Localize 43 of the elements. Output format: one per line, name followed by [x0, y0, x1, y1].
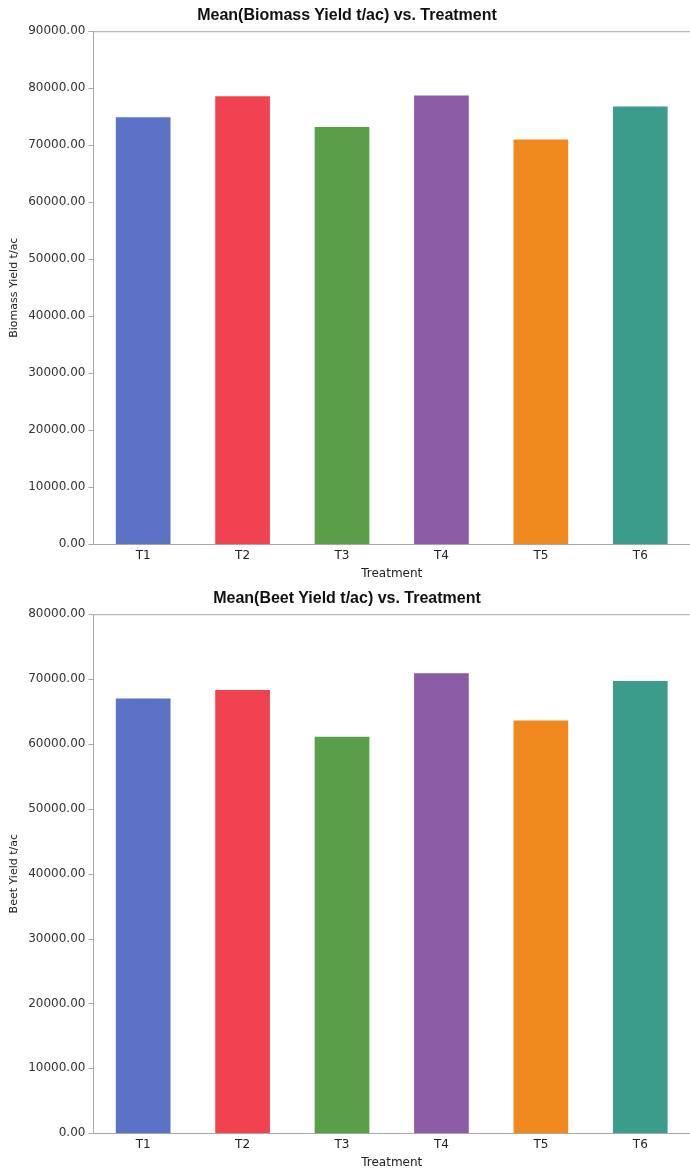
x-tick-label: T6	[631, 547, 648, 562]
bar	[513, 139, 569, 545]
y-tick-label: 50000.00	[28, 251, 86, 266]
y-tick-label: 90000.00	[28, 23, 86, 38]
y-tick-label: 50000.00	[28, 800, 86, 815]
y-tick-label: 60000.00	[28, 736, 86, 751]
bar	[215, 96, 270, 545]
y-axis-title: Biomass Yield t/ac	[7, 237, 21, 338]
bar	[612, 106, 668, 545]
bar	[414, 95, 469, 545]
chart-title: Mean(Biomass Yield t/ac) vs. Treatment	[197, 6, 498, 24]
x-tick-label: T2	[234, 547, 251, 562]
x-tick-label: T3	[333, 547, 350, 562]
y-tick-label: 20000.00	[28, 995, 86, 1010]
y-tick-label: 10000.00	[28, 1060, 86, 1075]
x-tick-label: T2	[234, 1136, 251, 1151]
y-tick-label: 30000.00	[28, 365, 86, 380]
x-tick-label: T6	[631, 1136, 648, 1151]
y-tick-label: 40000.00	[28, 865, 86, 880]
y-tick-label: 40000.00	[28, 308, 86, 323]
x-axis-title: Treatment	[360, 1154, 423, 1169]
y-tick-label: 80000.00	[28, 606, 86, 621]
y-tick-label: 10000.00	[28, 479, 86, 494]
x-tick-label: T1	[134, 547, 151, 562]
x-tick-label: T5	[532, 1136, 549, 1151]
y-tick-label: 0.00	[58, 536, 86, 551]
x-tick-label: T3	[333, 1136, 350, 1151]
x-tick-label: T1	[134, 1136, 151, 1151]
y-tick-label: 80000.00	[28, 80, 86, 95]
x-tick-label: T4	[432, 547, 449, 562]
chart-title: Mean(Beet Yield t/ac) vs. Treatment	[213, 589, 482, 607]
y-tick-label: 70000.00	[28, 137, 86, 152]
y-tick-label: 60000.00	[28, 194, 86, 209]
x-tick-label: T4	[432, 1136, 449, 1151]
x-axis-title: Treatment	[360, 565, 423, 580]
bar	[314, 126, 370, 545]
x-tick-label: T5	[532, 547, 549, 562]
y-tick-label: 30000.00	[28, 930, 86, 945]
y-tick-label: 0.00	[58, 1125, 86, 1140]
bar	[115, 117, 171, 545]
y-tick-label: 70000.00	[28, 671, 86, 686]
y-tick-label: 20000.00	[28, 422, 86, 437]
y-axis-title: Beet Yield t/ac	[7, 834, 21, 914]
